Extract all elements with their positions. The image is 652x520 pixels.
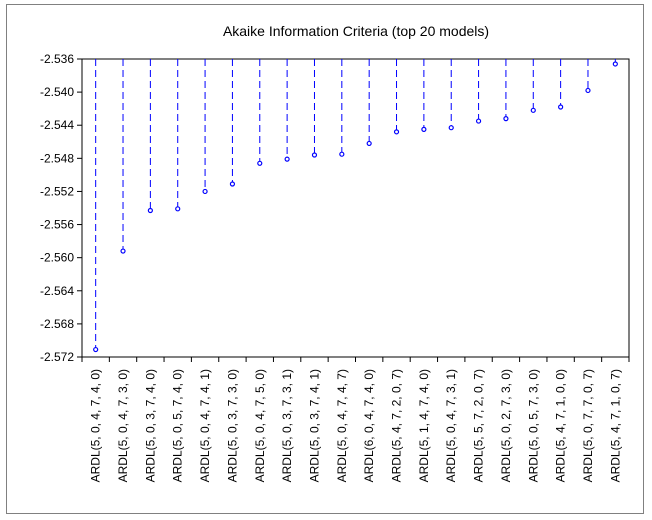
plot-area: -2.536 -2.540 -2.544 -2.548 -2.552 -2.556 -2.5… [40,52,630,482]
x-tick-label: ARDL(5, 0, 7, 7, 0, 7) [581,369,595,482]
data-point [530,107,536,113]
data-point [339,151,345,157]
x-tick-label: ARDL(5, 0, 4, 7, 4, 0) [89,369,103,482]
x-tick-label: ARDL(5, 0, 4, 7, 5, 0) [253,369,267,482]
chart-title: Akaike Information Criteria (top 20 mode… [223,23,489,39]
y-tick-label: -2.536 [40,52,74,66]
y-tick-label: -2.556 [40,218,74,232]
data-point [120,248,126,254]
x-tick-label: ARDL(5, 0, 3, 7, 4, 1) [307,369,321,482]
data-point [175,206,181,212]
y-tick-label: -2.544 [40,118,74,132]
x-tick-label: ARDL(5, 0, 3, 7, 3, 1) [280,369,294,482]
data-point [421,126,427,132]
data-point [612,61,618,67]
data-point [366,140,372,147]
x-tick-label: ARDL(5, 0, 5, 7, 4, 0) [171,369,185,482]
x-tick-label: ARDL(5, 1, 4, 7, 4, 0) [417,369,431,482]
x-tick-label: ARDL(5, 4, 7, 1, 0, 0) [554,369,568,482]
y-tick-label: -2.568 [40,317,74,331]
x-tick-label: ARDL(5, 0, 4, 7, 3, 0) [116,369,130,482]
data-point [503,115,509,122]
x-tick-label: ARDL(5, 5, 7, 2, 0, 7) [472,369,486,482]
y-tick-label: -2.560 [40,251,74,265]
data-point [585,87,591,94]
chart-frame: Akaike Information Criteria (top 20 mode… [6,4,644,514]
x-tick-label: ARDL(5, 0, 2, 7, 3, 0) [499,369,513,482]
y-tick-label: -2.540 [40,85,74,99]
data-point [558,104,564,110]
x-tick-label: ARDL(5, 4, 7, 2, 0, 7) [390,369,404,482]
y-tick-label: -2.564 [40,284,74,298]
data-point [475,118,482,124]
data-point [311,152,318,158]
x-tick-label: ARDL(5, 0, 5, 7, 3, 0) [526,369,540,482]
data-point [393,129,400,135]
y-tick-label: -2.572 [40,350,74,364]
y-tick-label: -2.548 [40,151,74,165]
data-point [93,346,99,353]
x-tick-label: ARDL(5, 0, 3, 7, 4, 0) [143,369,157,482]
x-tick-label: ARDL(5, 4, 7, 1, 0, 7) [608,369,622,482]
plot-frame [81,58,630,358]
data-point [202,188,208,195]
data-point [229,181,236,187]
data-point [448,125,454,131]
x-tick-label: ARDL(5, 0, 4, 7, 3, 1) [444,369,458,482]
data-point [147,207,153,214]
y-tick-label: -2.552 [40,184,74,198]
x-tick-label: ARDL(6, 0, 4, 7, 4, 0) [362,369,376,482]
x-tick-label: ARDL(5, 0, 4, 7, 4, 7) [335,369,349,482]
x-tick-label: ARDL(5, 0, 3, 7, 3, 0) [225,369,239,482]
data-point [257,160,263,166]
x-tick-label: ARDL(5, 0, 4, 7, 4, 1) [198,369,212,482]
data-point [284,156,290,162]
chart-svg: Akaike Information Criteria (top 20 mode… [40,23,630,482]
